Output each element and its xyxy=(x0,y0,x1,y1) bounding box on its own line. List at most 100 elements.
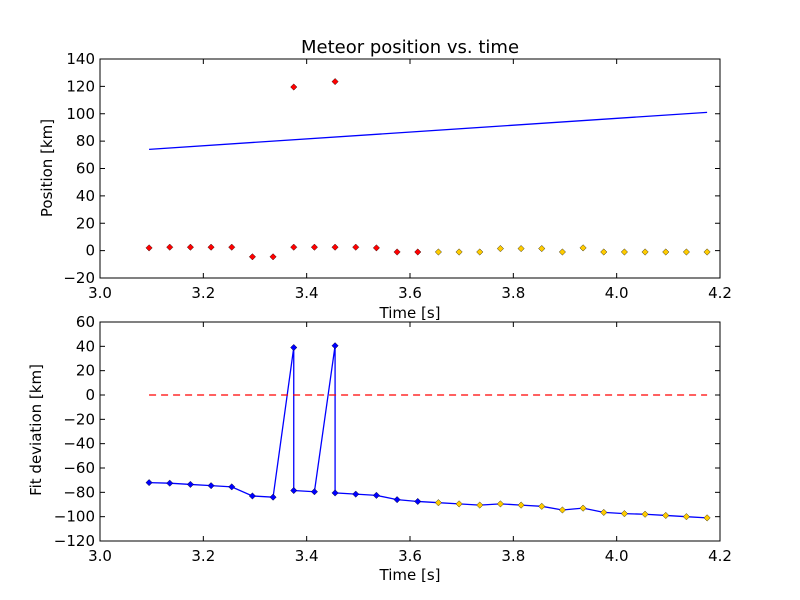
data-point xyxy=(538,502,546,510)
data-point xyxy=(496,500,504,508)
y-tick-label: −100 xyxy=(54,508,95,526)
y-axis-label: Position [km] xyxy=(38,119,56,217)
x-tick-label: 3.8 xyxy=(501,284,525,302)
x-axis-label: Time [s] xyxy=(379,566,441,584)
data-point xyxy=(455,500,463,508)
x-tick-label: 3.6 xyxy=(398,547,422,565)
data-point xyxy=(393,496,401,504)
data-point xyxy=(207,243,215,251)
series-line xyxy=(149,111,708,150)
y-tick-label: −60 xyxy=(63,459,95,477)
data-point xyxy=(310,243,318,251)
x-tick-label: 3.0 xyxy=(88,284,112,302)
y-tick-label: −40 xyxy=(63,435,95,453)
data-point xyxy=(269,493,277,501)
y-tick-label: 20 xyxy=(76,362,95,380)
data-point xyxy=(248,492,256,500)
y-tick-label: −20 xyxy=(63,410,95,428)
position-axes: 3.0 3.2 3.4 3.6 3.8 4.0 4.2 −20 0 20 40 60 80 100 120 1… xyxy=(63,50,732,302)
data-point xyxy=(600,508,608,516)
series-line xyxy=(149,345,708,519)
x-tick-label: 3.6 xyxy=(398,284,422,302)
position-chart: Meteor position vs. time Time [s] Positi… xyxy=(38,37,732,322)
data-point xyxy=(269,253,277,261)
data-point xyxy=(538,245,546,253)
x-tick-label: 4.0 xyxy=(605,547,629,565)
y-tick-label: −20 xyxy=(63,269,95,287)
x-tick-label: 3.2 xyxy=(191,284,215,302)
x-tick-label: 3.4 xyxy=(295,547,319,565)
y-tick-label: 40 xyxy=(76,187,95,205)
y-tick-label: 120 xyxy=(66,77,95,95)
y-tick-label: 60 xyxy=(76,313,95,331)
data-point xyxy=(434,248,442,256)
data-point xyxy=(331,342,339,350)
y-tick-label: 100 xyxy=(66,105,95,123)
data-point xyxy=(228,483,236,491)
data-point xyxy=(682,513,690,521)
data-point xyxy=(682,248,690,256)
data-point xyxy=(290,83,298,91)
data-point xyxy=(662,511,670,519)
data-point xyxy=(352,243,360,251)
data-point xyxy=(290,487,298,494)
data-point xyxy=(641,510,649,518)
data-point xyxy=(186,243,194,251)
data-point xyxy=(434,499,442,507)
data-point xyxy=(331,78,339,86)
x-tick-label: 3.2 xyxy=(191,547,215,565)
fit-deviation-chart: Time [s] Fit deviation [km] 3.0 3.2 3.4 3.6… xyxy=(27,313,732,584)
fit-deviation-marks xyxy=(145,342,711,522)
data-point xyxy=(186,480,194,488)
data-point xyxy=(166,243,174,251)
y-tick-label: 80 xyxy=(76,132,95,150)
data-point xyxy=(579,244,587,252)
data-point xyxy=(166,479,174,487)
chart-title: Meteor position vs. time xyxy=(301,37,519,58)
data-point xyxy=(579,504,587,512)
x-tick-label: 3.8 xyxy=(501,547,525,565)
y-tick-label: −80 xyxy=(63,483,95,501)
data-point xyxy=(558,506,566,514)
y-tick-label: 20 xyxy=(76,214,95,232)
data-point xyxy=(393,248,401,256)
data-point xyxy=(600,248,608,256)
x-tick-label: 4.2 xyxy=(708,547,732,565)
data-point xyxy=(414,497,422,505)
data-point xyxy=(703,248,711,256)
data-point xyxy=(496,245,504,253)
series-0 xyxy=(145,78,422,261)
data-point xyxy=(662,248,670,256)
y-axis-label: Fit deviation [km] xyxy=(27,364,45,496)
y-tick-label: 0 xyxy=(85,386,95,404)
data-point xyxy=(558,248,566,256)
y-tick-label: 60 xyxy=(76,160,95,178)
data-point xyxy=(331,489,339,497)
data-point xyxy=(290,243,298,251)
fit-deviation-axes: 3.0 3.2 3.4 3.6 3.8 4.0 4.2 −120 −100 −80 −60 −40 −2… xyxy=(54,313,732,565)
data-point xyxy=(414,248,422,256)
x-tick-label: 3.4 xyxy=(295,284,319,302)
data-point xyxy=(703,514,711,522)
data-point xyxy=(620,248,628,256)
data-point xyxy=(372,491,380,499)
x-tick-label: 4.2 xyxy=(708,284,732,302)
series-2 xyxy=(149,111,708,150)
data-point xyxy=(372,244,380,252)
y-tick-label: −120 xyxy=(54,532,95,550)
data-point xyxy=(517,245,525,253)
data-point xyxy=(331,243,339,251)
y-tick-label: 40 xyxy=(76,337,95,355)
series-0 xyxy=(145,342,711,522)
data-point xyxy=(476,501,484,509)
y-tick-label: 0 xyxy=(85,242,95,260)
data-point xyxy=(455,248,463,256)
x-axis-label: Time [s] xyxy=(379,304,441,322)
data-point xyxy=(228,243,236,251)
x-tick-label: 4.0 xyxy=(605,284,629,302)
data-point xyxy=(207,482,215,490)
data-point xyxy=(517,501,525,509)
y-tick-label: 140 xyxy=(66,50,95,68)
x-tick-label: 3.0 xyxy=(88,547,112,565)
data-point xyxy=(248,253,256,261)
